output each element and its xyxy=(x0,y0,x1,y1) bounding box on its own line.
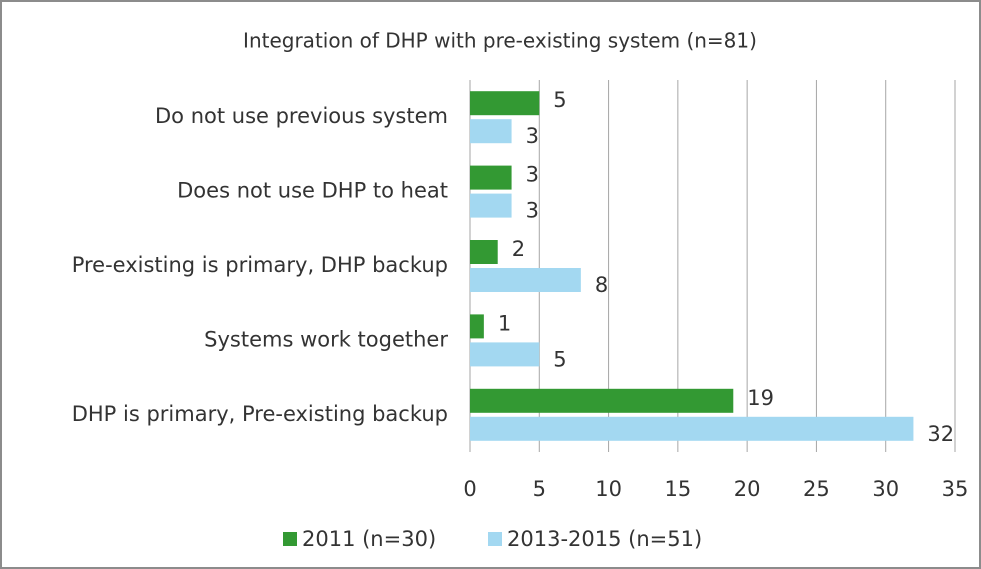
x-tick-label: 35 xyxy=(942,477,969,501)
bar xyxy=(470,314,484,339)
y-tick-label: Pre-existing is primary, DHP backup xyxy=(72,253,448,277)
bar xyxy=(470,388,734,413)
chart-title: Integration of DHP with pre-existing sys… xyxy=(243,29,757,53)
data-label: 5 xyxy=(553,347,566,371)
legend-label: 2011 (n=30) xyxy=(302,527,436,551)
legend-swatch xyxy=(488,532,502,546)
x-tick-label: 30 xyxy=(872,477,899,501)
y-tick-label: DHP is primary, Pre-existing backup xyxy=(72,402,448,426)
data-label: 32 xyxy=(927,422,954,446)
data-label: 3 xyxy=(526,163,539,187)
x-tick-label: 0 xyxy=(463,477,476,501)
data-label: 5 xyxy=(553,88,566,112)
bar xyxy=(470,165,512,190)
x-tick-label: 5 xyxy=(533,477,546,501)
bar xyxy=(470,91,540,116)
y-tick-label: Systems work together xyxy=(204,327,448,351)
data-label: 19 xyxy=(747,386,774,410)
x-tick-label: 25 xyxy=(803,477,830,501)
bar xyxy=(470,416,914,441)
data-label: 2 xyxy=(512,237,525,261)
legend-label: 2013-2015 (n=51) xyxy=(507,527,702,551)
data-label: 3 xyxy=(526,199,539,223)
x-tick-label: 20 xyxy=(734,477,761,501)
y-tick-label: Do not use previous system xyxy=(155,104,448,128)
bar xyxy=(470,268,581,292)
bar xyxy=(470,240,498,264)
data-label: 3 xyxy=(526,124,539,148)
bar xyxy=(470,193,512,218)
bar xyxy=(470,342,540,367)
x-tick-label: 15 xyxy=(664,477,691,501)
bar xyxy=(470,119,512,144)
data-label: 1 xyxy=(498,311,511,335)
x-tick-label: 10 xyxy=(595,477,622,501)
y-tick-label: Does not use DHP to heat xyxy=(177,179,448,203)
data-label: 8 xyxy=(595,273,608,297)
legend-swatch xyxy=(283,532,297,546)
